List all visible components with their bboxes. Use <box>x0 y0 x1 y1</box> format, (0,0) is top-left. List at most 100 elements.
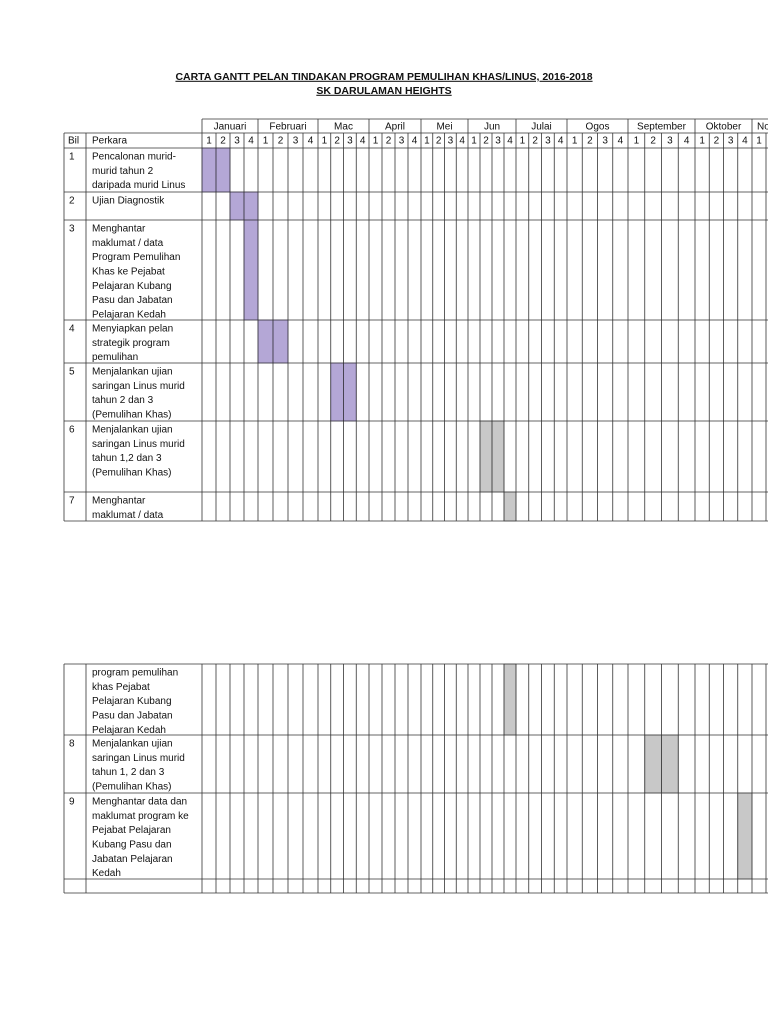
gantt-bar <box>644 734 662 794</box>
month-label: Ogos <box>586 122 610 133</box>
gantt-bar <box>503 663 517 736</box>
task-text: strategik program <box>92 338 170 349</box>
month-label: April <box>385 122 405 133</box>
row-number: 9 <box>69 797 75 808</box>
gantt-bar <box>215 147 231 193</box>
month-label: Januari <box>214 122 247 133</box>
task-text: murid tahun 2 <box>92 166 154 177</box>
task-text: Program Pemulihan <box>92 252 180 263</box>
gantt-bar <box>229 191 245 221</box>
week-label: 3 <box>399 136 405 147</box>
week-label: 2 <box>386 136 392 147</box>
task-text: Khas ke Pejabat <box>92 267 165 278</box>
week-label: 1 <box>424 136 430 147</box>
task-text: Pelajaran Kedah <box>92 725 166 736</box>
task-text: Pasu dan Jabatan <box>92 295 173 306</box>
gantt-bar <box>491 420 505 493</box>
task-text: saringan Linus murid <box>92 381 185 392</box>
task-text: Menjalankan ujian <box>92 425 173 436</box>
week-label: 4 <box>618 136 624 147</box>
gantt-bar <box>272 319 289 364</box>
task-text: Jabatan Pelajaran <box>92 854 173 865</box>
week-label: 1 <box>520 136 526 147</box>
row-number: 7 <box>69 496 75 507</box>
row-number: 6 <box>69 425 75 436</box>
month-label: Mac <box>334 122 353 133</box>
week-label: 1 <box>206 136 212 147</box>
title: CARTA GANTT PELAN TINDAKAN PROGRAM PEMUL… <box>175 71 592 83</box>
week-label: 1 <box>471 136 477 147</box>
month-label: Mei <box>436 122 452 133</box>
week-label: 2 <box>436 136 442 147</box>
gantt-bar <box>479 420 493 493</box>
task-text: Menghantar data dan <box>92 797 187 808</box>
week-label: 3 <box>602 136 608 147</box>
task-text: Pencalonan murid- <box>92 152 176 163</box>
gantt-bar <box>201 147 217 193</box>
task-text: maklumat program ke <box>92 811 189 822</box>
week-label: 3 <box>448 136 454 147</box>
week-label: 4 <box>684 136 690 147</box>
month-label: Oktober <box>706 122 742 133</box>
week-label: 4 <box>412 136 418 147</box>
task-text: tahun 2 dan 3 <box>92 395 154 406</box>
column-header: Bil <box>68 136 79 147</box>
task-text: (Pemulihan Khas) <box>92 782 171 793</box>
task-text: Pasu dan Jabatan <box>92 711 173 722</box>
week-label: 3 <box>234 136 240 147</box>
task-text: Menjalankan ujian <box>92 367 173 378</box>
month-label: Julai <box>531 122 552 133</box>
week-label: 4 <box>507 136 513 147</box>
week-label: 2 <box>587 136 593 147</box>
task-text: Pelajaran Kubang <box>92 696 172 707</box>
week-label: 4 <box>459 136 465 147</box>
task-text: Kubang Pasu dan <box>92 840 172 851</box>
week-label: 4 <box>558 136 564 147</box>
subtitle: SK DARULAMAN HEIGHTS <box>316 85 451 97</box>
gantt-bar <box>737 792 753 880</box>
row-number: 5 <box>69 367 75 378</box>
week-label: 2 <box>334 136 340 147</box>
month-label: Februari <box>269 122 306 133</box>
gantt-bar <box>503 491 517 522</box>
row-number: 8 <box>69 739 75 750</box>
week-label: 3 <box>728 136 734 147</box>
month-label: Jun <box>484 122 500 133</box>
task-text: Kedah <box>92 868 121 879</box>
row-number: 3 <box>69 224 75 235</box>
task-text: Pejabat Pelajaran <box>92 825 171 836</box>
week-label: 3 <box>293 136 299 147</box>
task-text: Ujian Diagnostik <box>92 196 165 207</box>
column-header: Perkara <box>92 136 127 147</box>
row-number: 2 <box>69 196 75 207</box>
task-text: maklumat / data <box>92 238 164 249</box>
week-label: 2 <box>650 136 656 147</box>
week-label: 4 <box>308 136 314 147</box>
task-text: tahun 1,2 dan 3 <box>92 453 162 464</box>
gantt-bar <box>330 362 344 422</box>
week-label: 2 <box>483 136 489 147</box>
task-text: saringan Linus murid <box>92 439 185 450</box>
week-label: 4 <box>360 136 366 147</box>
week-label: 2 <box>532 136 538 147</box>
week-label: 1 <box>572 136 578 147</box>
week-label: 2 <box>278 136 284 147</box>
week-label: 1 <box>634 136 640 147</box>
task-text: daripada murid Linus <box>92 180 185 191</box>
week-label: 3 <box>545 136 551 147</box>
task-text: Pelajaran Kedah <box>92 309 166 320</box>
week-label: 2 <box>714 136 720 147</box>
month-label: No <box>757 122 768 133</box>
task-text: saringan Linus murid <box>92 753 185 764</box>
task-text: Pelajaran Kubang <box>92 281 172 292</box>
row-number: 1 <box>69 152 75 163</box>
gantt-bar <box>257 319 274 364</box>
gantt-bar <box>243 191 259 221</box>
gantt-bar <box>343 362 357 422</box>
week-label: 4 <box>248 136 254 147</box>
row-number: 4 <box>69 324 75 335</box>
task-text: Menyiapkan pelan <box>92 324 173 335</box>
